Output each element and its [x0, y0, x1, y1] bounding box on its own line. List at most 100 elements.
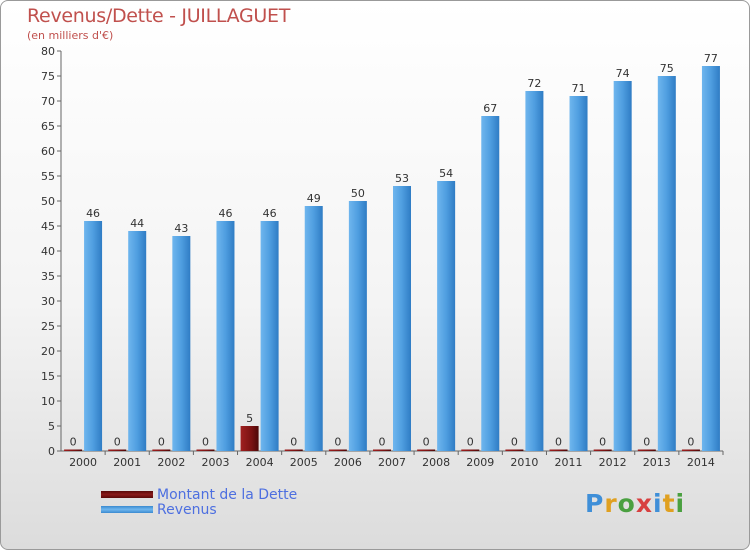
y-tick-label: 40	[41, 245, 55, 258]
data-label-revenus: 50	[351, 187, 365, 200]
bar-dette	[152, 449, 171, 451]
bar-dette	[108, 449, 127, 451]
data-label-revenus: 77	[704, 52, 718, 65]
bar-revenus	[84, 221, 103, 451]
data-label-revenus: 72	[527, 77, 541, 90]
data-label-dette: 0	[158, 436, 165, 449]
bar-dette	[505, 449, 524, 451]
data-label-dette: 0	[599, 436, 606, 449]
bar-revenus	[260, 221, 279, 451]
y-tick-label: 10	[41, 395, 55, 408]
legend-swatch-revenus	[101, 506, 153, 513]
x-tick-label: 2014	[687, 456, 715, 469]
bar-revenus	[172, 236, 191, 451]
y-tick-label: 45	[41, 220, 55, 233]
bar-dette	[417, 449, 436, 451]
data-label-revenus: 71	[572, 82, 586, 95]
data-label-dette: 0	[290, 436, 297, 449]
bar-dette	[328, 449, 347, 451]
legend-item-dette: Montant de la Dette	[101, 487, 361, 503]
x-tick-label: 2009	[466, 456, 494, 469]
bar-dette	[196, 449, 215, 451]
data-label-revenus: 67	[483, 102, 497, 115]
data-label-dette: 0	[379, 436, 386, 449]
bar-dette	[64, 449, 83, 451]
data-label-dette: 0	[687, 436, 694, 449]
y-tick-label: 80	[41, 45, 55, 58]
data-label-revenus: 46	[86, 207, 100, 220]
bar-revenus	[128, 231, 147, 451]
bar-dette	[637, 449, 656, 451]
chart-title: Revenus/Dette - JUILLAGUET	[27, 5, 291, 27]
x-tick-label: 2004	[246, 456, 274, 469]
bar-revenus	[437, 181, 456, 451]
x-tick-label: 2002	[157, 456, 185, 469]
bar-revenus	[393, 186, 411, 451]
legend-item-revenus: Revenus	[101, 502, 361, 518]
bar-revenus	[525, 91, 544, 451]
data-label-revenus: 43	[174, 222, 188, 235]
data-label-dette: 0	[114, 436, 121, 449]
data-label-dette: 0	[202, 436, 209, 449]
x-tick-label: 2005	[290, 456, 318, 469]
bar-dette	[549, 449, 568, 451]
plot-area: 0510152025303540455055606570758020000462…	[41, 45, 724, 469]
y-tick-label: 50	[41, 195, 55, 208]
chart-subtitle: (en milliers d'€)	[27, 29, 114, 42]
data-label-revenus: 44	[130, 217, 144, 230]
y-tick-label: 55	[41, 170, 55, 183]
y-tick-label: 5	[48, 420, 55, 433]
bar-revenus	[481, 116, 500, 451]
bar-revenus	[304, 206, 323, 451]
y-tick-label: 15	[41, 370, 55, 383]
y-tick-label: 65	[41, 120, 55, 133]
y-tick-label: 35	[41, 270, 55, 283]
bar-revenus	[701, 66, 720, 451]
data-label-dette: 0	[555, 436, 562, 449]
bar-dette	[593, 449, 612, 451]
data-label-dette: 0	[423, 436, 430, 449]
data-label-revenus: 74	[616, 67, 630, 80]
data-label-dette: 0	[70, 436, 77, 449]
data-label-revenus: 46	[218, 207, 232, 220]
data-label-revenus: 53	[395, 172, 409, 185]
x-tick-label: 2000	[69, 456, 97, 469]
x-tick-label: 2013	[643, 456, 671, 469]
data-label-revenus: 75	[660, 62, 674, 75]
x-tick-label: 2003	[201, 456, 229, 469]
data-label-dette: 0	[334, 436, 341, 449]
y-tick-label: 60	[41, 145, 55, 158]
y-tick-label: 75	[41, 70, 55, 83]
legend-swatch-dette	[101, 491, 153, 498]
y-tick-label: 20	[41, 345, 55, 358]
x-tick-label: 2006	[334, 456, 362, 469]
bar-dette	[284, 449, 303, 451]
y-tick-label: 25	[41, 320, 55, 333]
x-tick-label: 2012	[599, 456, 627, 469]
legend-label-revenus: Revenus	[157, 502, 217, 518]
data-label-dette: 5	[246, 412, 253, 425]
data-label-revenus: 46	[263, 207, 277, 220]
y-tick-label: 0	[48, 445, 55, 458]
bar-dette	[681, 449, 700, 451]
x-tick-label: 2007	[378, 456, 406, 469]
bar-revenus	[348, 201, 367, 451]
legend: Montant de la Dette Revenus	[101, 487, 361, 519]
proxiti-logo: Proxiti	[585, 489, 686, 518]
bar-revenus	[613, 81, 632, 451]
data-label-revenus: 54	[439, 167, 453, 180]
bar-revenus	[657, 76, 676, 451]
x-tick-label: 2010	[510, 456, 538, 469]
data-label-dette: 0	[511, 436, 518, 449]
data-label-dette: 0	[467, 436, 474, 449]
y-tick-label: 30	[41, 295, 55, 308]
legend-label-dette: Montant de la Dette	[157, 487, 298, 503]
x-tick-label: 2008	[422, 456, 450, 469]
bar-dette	[461, 449, 480, 451]
x-tick-label: 2001	[113, 456, 141, 469]
bar-revenus	[216, 221, 235, 451]
bar-dette	[373, 449, 391, 451]
data-label-dette: 0	[643, 436, 650, 449]
